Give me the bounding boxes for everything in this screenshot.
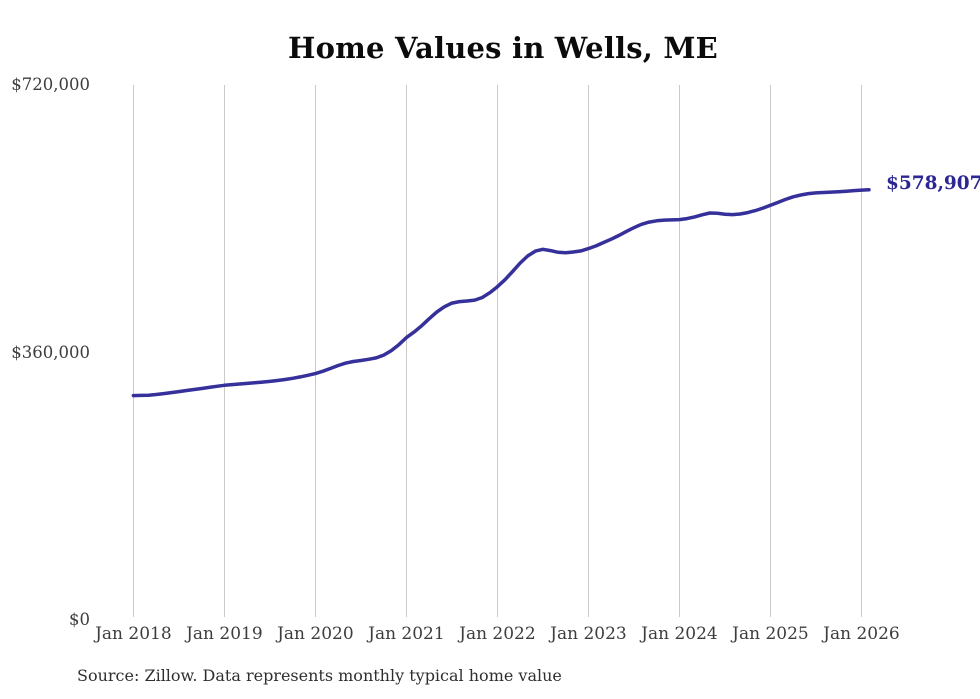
y-tick-label: $720,000 — [11, 75, 90, 94]
x-tick-label: Jan 2022 — [459, 624, 536, 644]
x-tick-label: Jan 2019 — [186, 624, 263, 644]
latest-value-label: $578,907 — [886, 173, 980, 194]
x-tick-label: Jan 2021 — [368, 624, 445, 644]
source-note: Source: Zillow. Data represents monthly … — [77, 666, 562, 685]
x-tick-label: Jan 2026 — [823, 624, 900, 644]
chart-title: Home Values in Wells, ME — [288, 31, 718, 65]
x-tick-label: Jan 2018 — [95, 624, 172, 644]
x-tick-label: Jan 2025 — [732, 624, 809, 644]
x-tick-label: Jan 2023 — [550, 624, 627, 644]
y-tick-label: $360,000 — [11, 342, 90, 362]
x-tick-label: Jan 2020 — [277, 624, 354, 644]
home-value-line — [131, 188, 871, 398]
x-tick-label: Jan 2024 — [641, 624, 718, 644]
y-tick-label: $0 — [69, 610, 90, 629]
